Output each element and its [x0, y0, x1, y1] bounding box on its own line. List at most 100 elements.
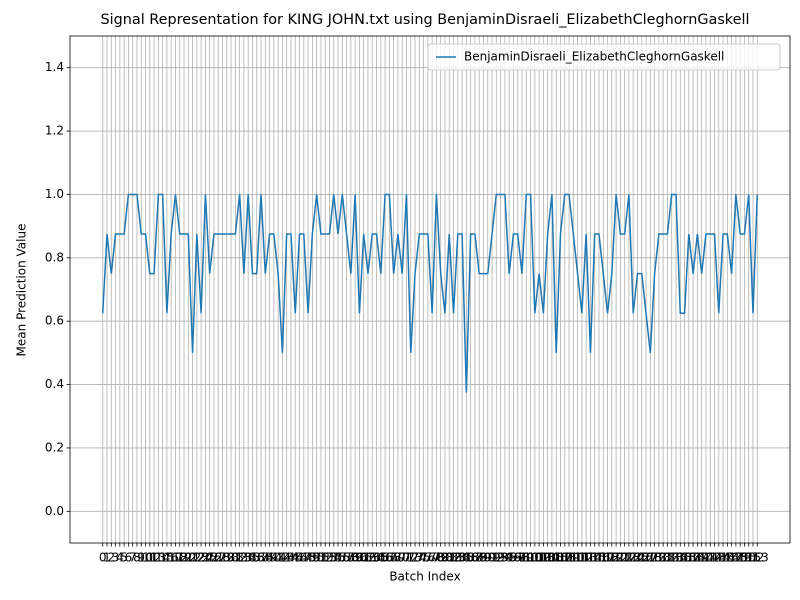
- y-tick-label: 1.0: [45, 187, 64, 201]
- x-tick-label: 63: [365, 551, 380, 565]
- x-tick-label: 29: [219, 551, 234, 565]
- x-tick-label: 144: [707, 551, 730, 565]
- x-tick-label: 106: [545, 551, 568, 565]
- x-tick-label: 125: [626, 551, 649, 565]
- x-tick-label: 87: [467, 551, 482, 565]
- x-tick-label: 119: [600, 551, 623, 565]
- x-tick-label: 81: [442, 551, 457, 565]
- x-tick-label: 37: [253, 551, 268, 565]
- legend-box: [427, 43, 781, 71]
- x-tick-label: 59: [347, 551, 362, 565]
- x-tick-label: 96: [506, 551, 521, 565]
- x-tick-label: 12: [146, 551, 161, 565]
- x-tick-label: 138: [682, 551, 705, 565]
- x-tick-label: 16: [164, 551, 179, 565]
- x-tick-label: 5: [120, 551, 128, 565]
- x-tick-label: 64: [369, 551, 384, 565]
- x-tick-label: 123: [617, 551, 640, 565]
- x-tick-label: 50: [309, 551, 324, 565]
- x-tick-label: 150: [733, 551, 756, 565]
- x-tick-label: 143: [703, 551, 726, 565]
- x-tick-label: 122: [613, 551, 636, 565]
- x-tick-label: 110: [562, 551, 585, 565]
- data-line: [101, 193, 759, 393]
- x-tick-label: 57: [339, 551, 354, 565]
- plot-frame: [69, 35, 791, 544]
- x-tick-label: 112: [570, 551, 593, 565]
- x-tick-label: 92: [489, 551, 504, 565]
- x-tick-label: 40: [266, 551, 281, 565]
- x-tick-label: 7: [129, 551, 137, 565]
- x-tick-label: 61: [356, 551, 371, 565]
- x-tick-label: 152: [742, 551, 765, 565]
- x-tick-label: 6: [125, 551, 133, 565]
- x-tick-label: 140: [690, 551, 713, 565]
- x-axis-label: Batch Index: [389, 570, 460, 584]
- x-tick-label: 131: [652, 551, 675, 565]
- x-tick-label: 104: [536, 551, 559, 565]
- y-tick-label: 0.6: [45, 314, 64, 328]
- x-tick-label: 111: [566, 551, 589, 565]
- x-tick-label: 91: [484, 551, 499, 565]
- x-tick-label: 121: [609, 551, 632, 565]
- x-tick-label: 129: [643, 551, 666, 565]
- x-tick-label: 67: [382, 551, 397, 565]
- x-tick-label: 99: [519, 551, 534, 565]
- x-tick-label: 84: [454, 551, 469, 565]
- x-tick-label: 30: [223, 551, 238, 565]
- x-tick-label: 98: [514, 551, 529, 565]
- x-tick-label: 54: [326, 551, 341, 565]
- x-tick-label: 9: [137, 551, 145, 565]
- x-tick-label: 48: [300, 551, 315, 565]
- x-tick-label: 10: [138, 551, 153, 565]
- y-axis-label: Mean Prediction Value: [15, 224, 29, 357]
- x-tick-label: 26: [206, 551, 221, 565]
- x-tick-label: 115: [583, 551, 606, 565]
- x-tick-label: 56: [335, 551, 350, 565]
- x-tick-label: 85: [459, 551, 474, 565]
- x-tick-label: 139: [686, 551, 709, 565]
- x-tick-label: 126: [630, 551, 653, 565]
- x-tick-label: 45: [288, 551, 303, 565]
- x-tick-label: 34: [241, 551, 256, 565]
- x-tick-label: 118: [596, 551, 619, 565]
- x-tick-label: 46: [292, 551, 307, 565]
- x-tick-label: 32: [232, 551, 247, 565]
- x-tick-label: 95: [502, 551, 517, 565]
- x-tick-label: 28: [215, 551, 230, 565]
- x-tick-label: 17: [168, 551, 183, 565]
- x-tick-label: 75: [416, 551, 431, 565]
- x-tick-label: 1: [103, 551, 111, 565]
- x-tick-label: 93: [493, 551, 508, 565]
- x-tick-label: 89: [476, 551, 491, 565]
- x-tick-label: 23: [193, 551, 208, 565]
- x-tick-label: 133: [660, 551, 683, 565]
- x-tick-label: 15: [159, 551, 174, 565]
- x-tick-label: 86: [463, 551, 478, 565]
- x-tick-label: 22: [189, 551, 204, 565]
- x-tick-label: 0: [99, 551, 107, 565]
- x-tick-label: 77: [424, 551, 439, 565]
- x-tick-label: 100: [519, 551, 542, 565]
- x-tick-label: 69: [390, 551, 405, 565]
- x-tick-label: 35: [245, 551, 260, 565]
- y-tick-label: 0.8: [45, 250, 64, 264]
- x-tick-label: 105: [540, 551, 563, 565]
- x-tick-label: 82: [446, 551, 461, 565]
- y-tick-label: 1.4: [45, 60, 64, 74]
- x-tick-label: 20: [181, 551, 196, 565]
- x-tick-label: 145: [712, 551, 735, 565]
- x-tick-label: 97: [510, 551, 525, 565]
- x-tick-label: 44: [283, 551, 298, 565]
- x-tick-label: 2: [107, 551, 115, 565]
- x-tick-label: 130: [647, 551, 670, 565]
- x-tick-label: 27: [211, 551, 226, 565]
- chart-title: Signal Representation for KING JOHN.txt …: [101, 12, 750, 28]
- x-tick-label: 4: [116, 551, 124, 565]
- x-tick-label: 90: [480, 551, 495, 565]
- x-tick-label: 109: [558, 551, 581, 565]
- x-tick-label: 72: [403, 551, 418, 565]
- y-tick-label: 0.4: [45, 377, 64, 391]
- x-tick-label: 8: [133, 551, 141, 565]
